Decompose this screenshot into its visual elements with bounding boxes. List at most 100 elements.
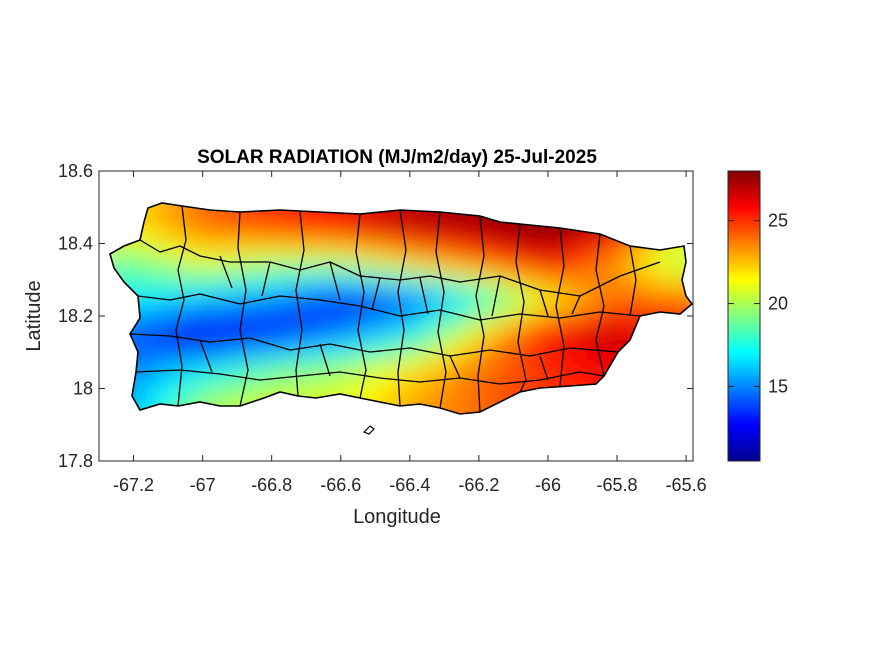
field-cell — [409, 323, 418, 332]
field-cell — [340, 236, 349, 245]
field-cell — [320, 374, 328, 383]
field-cell — [306, 374, 315, 383]
field-cell — [478, 388, 487, 397]
field-cell — [368, 294, 377, 303]
field-cell — [181, 279, 190, 288]
field-cell — [623, 301, 632, 310]
field-cell — [451, 308, 460, 317]
field-cell — [465, 214, 473, 223]
field-cell — [257, 272, 266, 281]
field-cell — [292, 308, 301, 317]
field-cell — [610, 279, 618, 288]
field-cell — [140, 258, 149, 267]
field-cell — [499, 374, 508, 383]
field-cell — [264, 301, 273, 310]
field-cell — [299, 337, 308, 346]
municipal-boundary — [319, 343, 331, 377]
field-cell — [181, 221, 190, 230]
field-cell — [340, 352, 349, 361]
field-cell — [216, 381, 225, 390]
field-cell — [320, 214, 328, 223]
field-cell — [534, 381, 542, 390]
field-cell — [354, 236, 363, 245]
field-cell — [458, 221, 467, 230]
field-cell — [520, 294, 529, 303]
field-cell — [195, 294, 204, 303]
field-cell — [230, 229, 239, 238]
field-cell — [202, 301, 211, 310]
field-cell — [285, 250, 294, 259]
field-cell — [347, 250, 356, 259]
field-cell — [292, 221, 301, 230]
field-cell — [313, 272, 321, 281]
field-cell — [541, 279, 549, 288]
field-cell — [589, 243, 598, 252]
field-cell — [402, 250, 411, 259]
field-cell — [458, 272, 467, 281]
field-cell — [251, 301, 259, 310]
field-cell — [679, 287, 688, 296]
field-cell — [285, 236, 294, 245]
field-cell — [375, 229, 384, 238]
field-cell — [361, 214, 370, 223]
field-cell — [347, 229, 356, 238]
field-cell — [181, 272, 190, 281]
field-cell — [513, 221, 522, 230]
field-cell — [492, 279, 501, 288]
field-cell — [617, 258, 625, 267]
field-cell — [292, 388, 301, 397]
field-cell — [458, 337, 467, 346]
field-cell — [644, 294, 653, 303]
field-cell — [188, 229, 197, 238]
field-cell — [610, 345, 618, 354]
field-cell — [326, 316, 335, 325]
field-cell — [402, 374, 411, 383]
field-cell — [175, 308, 183, 317]
field-cell — [278, 301, 287, 310]
field-cell — [195, 374, 204, 383]
field-cell — [306, 352, 315, 361]
field-cell — [244, 308, 252, 317]
field-cell — [568, 301, 577, 310]
field-cell — [368, 352, 377, 361]
field-cell — [485, 236, 494, 245]
field-cell — [617, 272, 625, 281]
field-cell — [430, 381, 439, 390]
field-cell — [541, 258, 549, 267]
field-cell — [465, 410, 473, 414]
field-cell — [465, 359, 473, 368]
field-cell — [320, 301, 328, 310]
field-cell — [693, 244, 701, 252]
field-cell — [237, 272, 245, 281]
field-cell — [430, 395, 439, 404]
field-cell — [596, 250, 605, 259]
field-cell — [575, 243, 584, 252]
field-cell — [575, 374, 584, 383]
field-cell — [244, 337, 252, 346]
field-cell — [485, 265, 494, 274]
field-cell — [700, 236, 708, 244]
field-cell — [603, 272, 612, 281]
field-cell — [561, 272, 570, 281]
field-cell — [700, 273, 708, 281]
field-cell — [347, 294, 356, 303]
field-cell — [499, 316, 508, 325]
field-cell — [251, 352, 259, 361]
field-cell — [126, 265, 135, 274]
field-cell — [147, 345, 156, 354]
field-cell — [679, 243, 688, 252]
field-cell — [506, 345, 515, 354]
field-cell — [147, 337, 156, 346]
field-cell — [237, 236, 245, 245]
field-cell — [423, 250, 432, 259]
field-cell — [409, 221, 418, 230]
field-cell — [541, 250, 549, 259]
field-cell — [478, 301, 487, 310]
field-cell — [181, 294, 190, 303]
field-cell — [216, 250, 225, 259]
field-cell — [230, 250, 239, 259]
field-cell — [140, 388, 149, 397]
field-cell — [409, 330, 418, 339]
field-cell — [527, 359, 536, 368]
field-cell — [271, 243, 280, 252]
